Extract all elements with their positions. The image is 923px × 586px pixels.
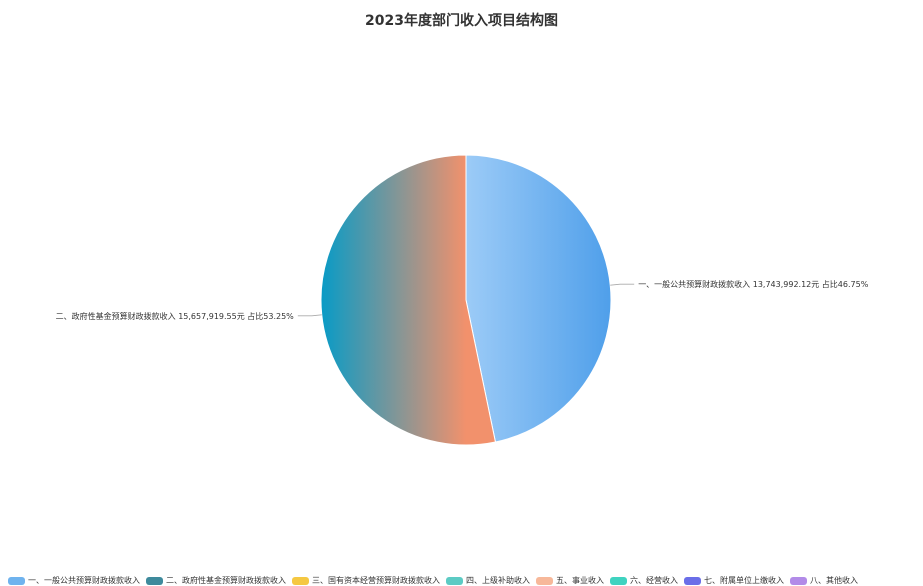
legend-item-5[interactable]: 五、事业收入 <box>536 575 604 586</box>
legend: 一、一般公共预算财政拨款收入 二、政府性基金预算财政拨款收入 三、国有资本经营预算财… <box>8 575 923 586</box>
legend-label: 一、一般公共预算财政拨款收入 <box>28 576 140 585</box>
legend-label: 七、附属单位上缴收入 <box>704 576 784 585</box>
slice-label-1: 一、一般公共预算财政拨款收入 13,743,992.12元 占比46.75% <box>638 279 869 289</box>
pie-slice-1[interactable] <box>465 154 612 443</box>
legend-item-4[interactable]: 四、上级补助收入 <box>446 575 530 586</box>
legend-swatch <box>790 576 807 585</box>
legend-swatch <box>610 576 627 585</box>
legend-item-1[interactable]: 一、一般公共预算财政拨款收入 <box>8 575 140 586</box>
legend-swatch <box>8 576 25 585</box>
legend-label: 五、事业收入 <box>556 576 604 585</box>
slice-leader-line-2 <box>297 314 322 317</box>
legend-item-2[interactable]: 二、政府性基金预算财政拨款收入 <box>146 575 286 586</box>
legend-swatch <box>684 576 701 585</box>
legend-swatch <box>446 576 463 585</box>
pie-chart: 一、一般公共预算财政拨款收入 13,743,992.12元 占比46.75% 二、… <box>56 154 869 446</box>
legend-label: 四、上级补助收入 <box>466 576 530 585</box>
legend-label: 二、政府性基金预算财政拨款收入 <box>166 576 286 585</box>
chart-title: 2023年度部门收入项目结构图 <box>365 13 558 29</box>
legend-item-8[interactable]: 八、其他收入 <box>790 575 858 586</box>
legend-swatch <box>292 576 309 585</box>
legend-swatch <box>146 576 163 585</box>
legend-label: 八、其他收入 <box>810 576 858 585</box>
legend-label: 六、经营收入 <box>630 576 678 585</box>
slice-leader-line-1 <box>610 283 635 286</box>
legend-label: 三、国有资本经营预算财政拨款收入 <box>312 576 440 585</box>
legend-item-3[interactable]: 三、国有资本经营预算财政拨款收入 <box>292 575 440 586</box>
legend-item-6[interactable]: 六、经营收入 <box>610 575 678 586</box>
pie-slice-2[interactable] <box>320 154 497 446</box>
legend-item-7[interactable]: 七、附属单位上缴收入 <box>684 575 784 586</box>
slice-label-2: 二、政府性基金预算财政拨款收入 15,657,919.55元 占比53.25% <box>56 311 295 321</box>
legend-swatch <box>536 576 553 585</box>
